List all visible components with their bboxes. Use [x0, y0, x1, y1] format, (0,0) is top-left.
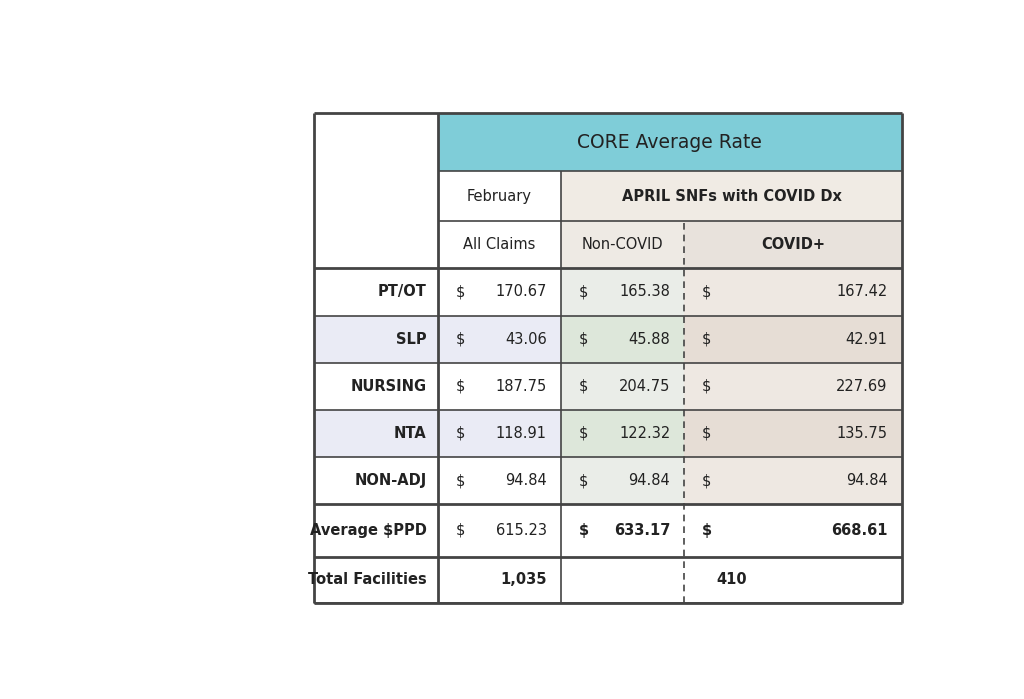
Bar: [438, 315, 561, 363]
Bar: [561, 410, 684, 457]
Text: 227.69: 227.69: [837, 379, 888, 394]
Text: NON-ADJ: NON-ADJ: [354, 473, 427, 488]
Text: 633.17: 633.17: [613, 523, 670, 538]
Bar: [314, 504, 902, 556]
Text: 1,035: 1,035: [501, 572, 547, 587]
Text: $: $: [579, 284, 588, 299]
Bar: [438, 457, 561, 504]
Text: PT/OT: PT/OT: [378, 284, 427, 299]
Text: 167.42: 167.42: [837, 284, 888, 299]
Text: $: $: [701, 523, 712, 538]
Text: 43.06: 43.06: [505, 331, 547, 347]
Text: COVID+: COVID+: [761, 237, 825, 252]
Text: $: $: [701, 379, 712, 394]
Text: $: $: [701, 473, 712, 488]
Bar: [561, 315, 684, 363]
Bar: [438, 171, 561, 221]
Text: $: $: [456, 426, 465, 441]
Bar: [684, 457, 902, 504]
Text: NTA: NTA: [394, 426, 427, 441]
Bar: [561, 171, 902, 221]
Bar: [314, 410, 438, 457]
Text: 94.84: 94.84: [846, 473, 888, 488]
Text: $: $: [579, 426, 588, 441]
Text: 410: 410: [716, 572, 746, 587]
Text: 187.75: 187.75: [496, 379, 547, 394]
Text: Average $PPD: Average $PPD: [310, 523, 427, 538]
Text: $: $: [456, 379, 465, 394]
Text: $: $: [579, 379, 588, 394]
Text: $: $: [456, 284, 465, 299]
Text: 94.84: 94.84: [505, 473, 547, 488]
Bar: [314, 315, 438, 363]
Bar: [684, 410, 902, 457]
Text: 122.32: 122.32: [618, 426, 670, 441]
Text: 94.84: 94.84: [629, 473, 670, 488]
Text: $: $: [579, 523, 589, 538]
Text: $: $: [456, 473, 465, 488]
Bar: [561, 221, 684, 268]
Bar: [438, 221, 561, 268]
Bar: [314, 457, 438, 504]
Text: 615.23: 615.23: [496, 523, 547, 538]
Text: $: $: [701, 426, 712, 441]
Bar: [438, 410, 561, 457]
Text: $: $: [701, 331, 712, 347]
Text: $: $: [701, 284, 712, 299]
Text: $: $: [456, 331, 465, 347]
Bar: [438, 113, 902, 171]
Bar: [561, 363, 684, 410]
Text: APRIL SNFs with COVID Dx: APRIL SNFs with COVID Dx: [622, 189, 842, 204]
Bar: [314, 556, 902, 603]
Text: February: February: [467, 189, 532, 204]
Bar: [314, 268, 438, 315]
Text: 118.91: 118.91: [496, 426, 547, 441]
Text: 135.75: 135.75: [837, 426, 888, 441]
Bar: [438, 268, 561, 315]
Bar: [561, 457, 684, 504]
Text: 204.75: 204.75: [618, 379, 670, 394]
Text: 42.91: 42.91: [846, 331, 888, 347]
Bar: [561, 268, 684, 315]
Bar: [684, 268, 902, 315]
Bar: [684, 221, 902, 268]
Bar: [438, 363, 561, 410]
Text: $: $: [579, 331, 588, 347]
Bar: [314, 363, 438, 410]
Text: $: $: [456, 523, 465, 538]
Text: 170.67: 170.67: [496, 284, 547, 299]
Text: NURSING: NURSING: [350, 379, 427, 394]
Bar: [684, 315, 902, 363]
Text: CORE Average Rate: CORE Average Rate: [578, 133, 762, 152]
Text: $: $: [579, 473, 588, 488]
Text: 45.88: 45.88: [629, 331, 670, 347]
Text: 668.61: 668.61: [830, 523, 888, 538]
Text: Non-COVID: Non-COVID: [582, 237, 664, 252]
Text: Total Facilities: Total Facilities: [308, 572, 427, 587]
Text: SLP: SLP: [396, 331, 427, 347]
Text: All Claims: All Claims: [463, 237, 536, 252]
Bar: [684, 363, 902, 410]
Text: 165.38: 165.38: [620, 284, 670, 299]
